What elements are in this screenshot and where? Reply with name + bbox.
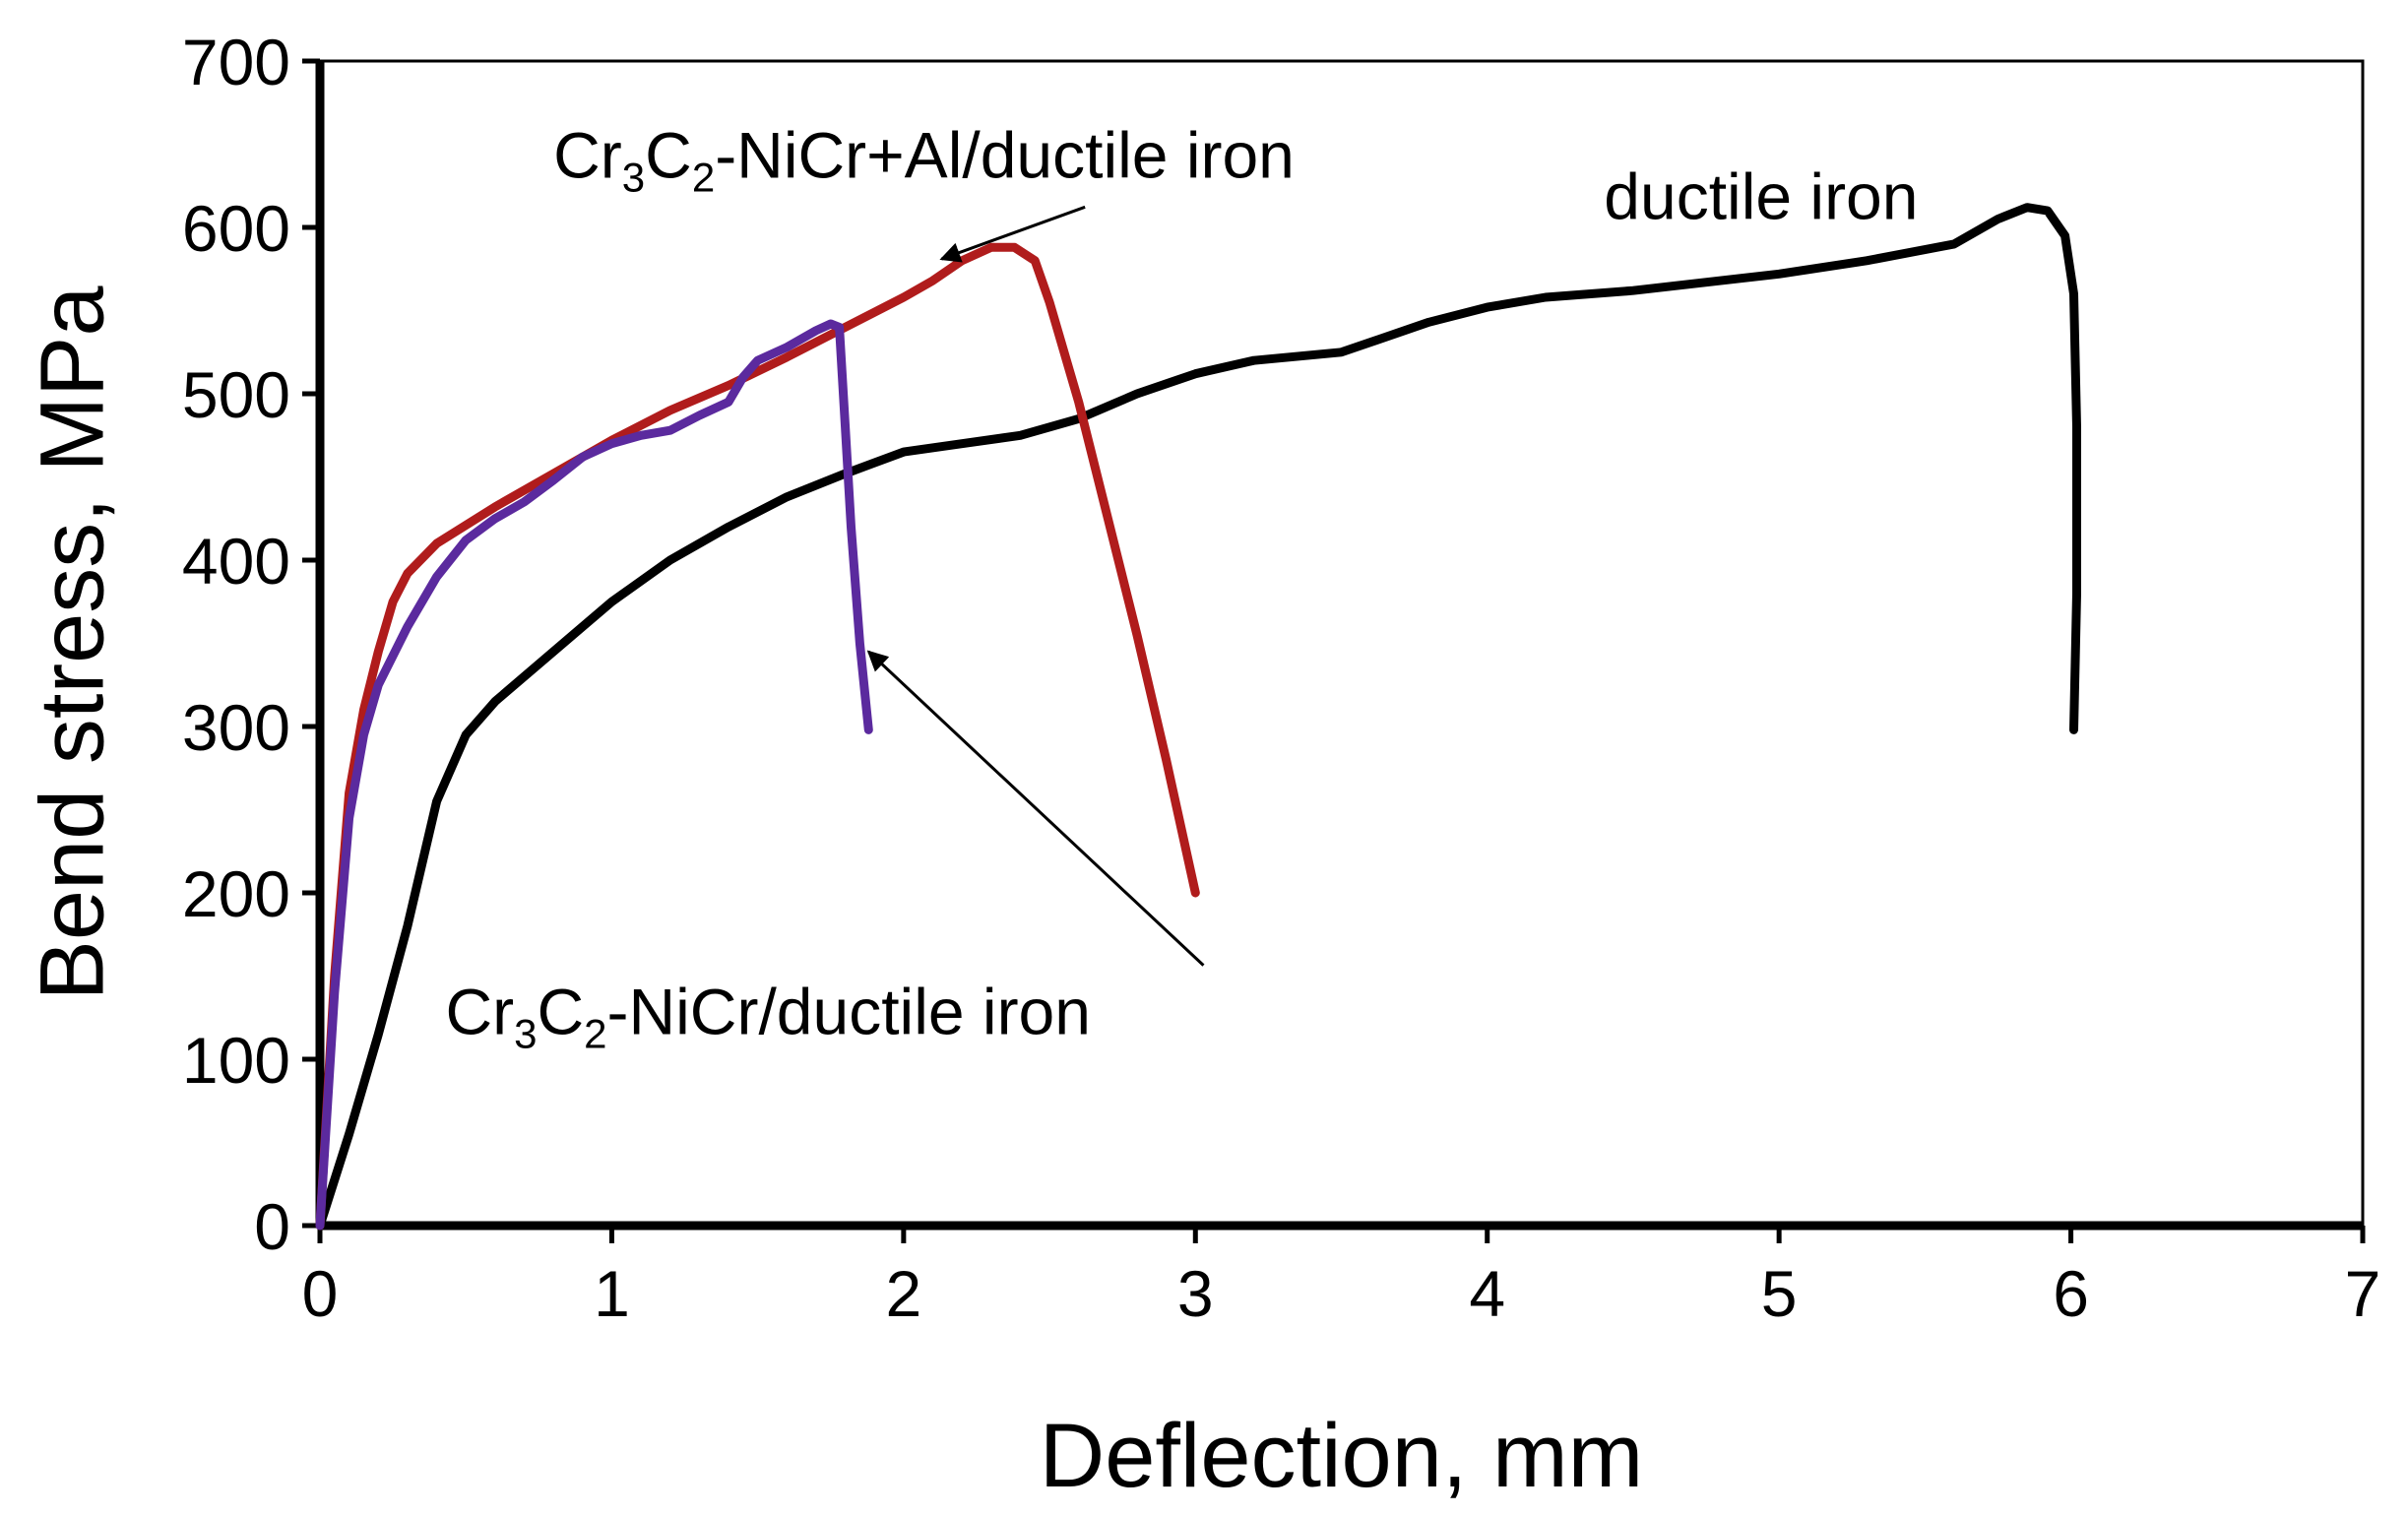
x-tick-label: 5 [1761,1257,1798,1330]
annotation-text: -NiCr/ductile iron [607,976,1091,1048]
series-line-cr3c2-nicr-ductile-iron [315,319,873,1231]
annotation-text: C [645,118,692,191]
y-axis-label: Bend stress, MPa [22,285,122,1001]
annotation-subscript: 2 [584,1011,606,1057]
annotation-layer: Cr3C2-NiCr+Al/ductile ironCr3C2-NiCr/duc… [445,118,1918,1056]
y-tick-label: 700 [182,26,290,98]
annotation-subscript: 3 [622,154,645,200]
x-tick-label: 7 [2345,1257,2381,1330]
y-tick-label: 0 [254,1190,290,1263]
x-tick-label: 4 [1469,1257,1505,1330]
y-tick-label: 100 [182,1024,290,1097]
y-tick-label: 400 [182,525,290,598]
x-tick-label: 3 [1177,1257,1214,1330]
x-tick-label: 2 [885,1257,921,1330]
annotation-label: ductile iron [1604,160,1918,233]
x-tick-label: 6 [2053,1257,2089,1330]
annotation-text: Cr [445,976,514,1048]
annotation-arrow [866,650,1205,967]
annotation-label: Cr3C2-NiCr/ductile iron [445,976,1091,1057]
y-tick-label: 600 [182,192,290,265]
y-tick-label: 300 [182,691,290,764]
annotation-text: C [537,976,584,1048]
annotation-arrow [939,205,1086,263]
series-layer [315,203,2081,1231]
series-line-cr3c2-nicr-al-ductile-iron [315,242,1200,1231]
series-line-ductile-iron [315,203,2081,1231]
annotation-subscript: 2 [692,154,715,200]
y-tick-label: 200 [182,857,290,930]
annotation-label: Cr3C2-NiCr+Al/ductile iron [553,118,1295,200]
annotation-text: -NiCr+Al/ductile iron [715,118,1295,191]
annotation-subscript: 3 [514,1011,537,1057]
x-tick-label: 1 [594,1257,630,1330]
x-axis-label: Deflection, mm [1040,1406,1644,1506]
y-tick-label: 500 [182,358,290,431]
plot-frame [315,59,2365,1231]
x-tick-label: 0 [302,1257,339,1330]
x-axis-ticks: 0 1 2 3 4 5 6 7 [302,1226,2381,1330]
y-axis-ticks: 0 100 200 300 400 500 600 700 [182,26,320,1263]
annotation-text: Cr [553,118,622,191]
